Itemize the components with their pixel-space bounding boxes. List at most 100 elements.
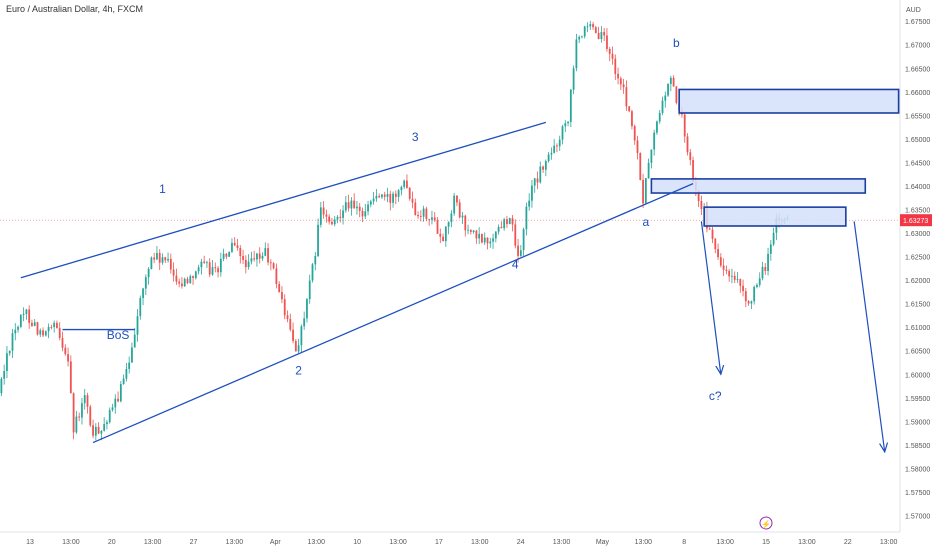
y-tick-label: 1.58000: [905, 466, 930, 473]
candle-body: [375, 195, 378, 199]
candle-body: [33, 322, 36, 326]
candle-body: [594, 27, 597, 33]
candle-body: [603, 32, 606, 36]
x-tick-label: 13:00: [389, 539, 407, 546]
wave-label: b: [673, 36, 680, 50]
candle-body: [344, 202, 347, 211]
candle-body: [117, 398, 119, 402]
candle-body: [467, 229, 469, 231]
candle-body: [600, 32, 603, 40]
candle-body: [36, 322, 39, 335]
candle-body: [258, 253, 261, 259]
candle-body: [58, 328, 61, 338]
candle-body: [169, 258, 172, 270]
candle-body: [128, 362, 131, 369]
candle-body: [311, 264, 314, 281]
candle-body: [319, 207, 322, 225]
candle-body: [342, 210, 344, 218]
candle-body: [286, 315, 289, 320]
candle-body: [103, 424, 106, 431]
candle-body: [133, 334, 136, 348]
candle-body: [78, 416, 81, 418]
candle-body: [747, 301, 750, 304]
x-tick-label: 13:00: [226, 539, 244, 546]
candle-body: [519, 250, 522, 256]
candle-body: [167, 258, 169, 261]
candle-body: [175, 275, 178, 282]
candle-body: [392, 193, 394, 203]
candle-body: [225, 253, 228, 257]
candle-body: [181, 283, 183, 287]
candle-body: [719, 257, 722, 266]
candle-body: [228, 251, 231, 257]
candle-body: [761, 266, 764, 279]
candle-body: [617, 73, 619, 79]
wave-label: c?: [709, 389, 722, 403]
candle-body: [422, 208, 425, 217]
candle-body: [633, 126, 636, 141]
projection-arrow: [853, 221, 885, 452]
x-tick-label: 17: [435, 539, 443, 546]
candle-body: [144, 277, 147, 289]
candle-body: [508, 218, 511, 225]
candle-body: [525, 206, 528, 230]
candle-body: [606, 35, 608, 49]
candle-body: [292, 329, 294, 341]
candle-body: [333, 219, 336, 225]
candle-body: [8, 350, 11, 354]
candle-body: [394, 193, 397, 197]
candle-body: [756, 284, 758, 287]
candle-body: [736, 279, 739, 280]
x-tick-label: 15: [762, 539, 770, 546]
candle-body: [139, 298, 142, 317]
candle-body: [161, 257, 164, 263]
x-tick-label: 27: [190, 539, 198, 546]
candle-body: [750, 301, 753, 304]
candle-body: [364, 211, 367, 217]
x-tick-label: 13:00: [716, 539, 734, 546]
candle-body: [469, 229, 472, 232]
candle-body: [97, 426, 100, 434]
candle-body: [336, 216, 339, 220]
candle-body: [619, 78, 622, 85]
candle-body: [642, 179, 644, 204]
candle-body: [367, 204, 369, 212]
candle-body: [578, 36, 581, 40]
candle-body: [506, 219, 508, 225]
candle-body: [194, 271, 197, 279]
candle-body: [656, 121, 658, 133]
candle-body: [281, 292, 283, 300]
y-tick-label: 1.64000: [905, 184, 930, 191]
candle-body: [461, 215, 464, 218]
candle-body: [203, 261, 206, 263]
candle-body: [475, 230, 478, 239]
candle-body: [772, 232, 775, 245]
candle-body: [275, 268, 278, 285]
candle-body: [31, 322, 33, 326]
candle-body: [503, 219, 506, 229]
candle-body: [25, 309, 28, 314]
candle-body: [111, 407, 114, 411]
wave-label: 4: [512, 257, 519, 271]
candle-body: [325, 214, 328, 217]
candle-body: [150, 257, 153, 269]
candle-body: [369, 201, 372, 205]
candle-body: [22, 313, 25, 315]
x-tick-label: 13:00: [144, 539, 162, 546]
candle-body: [664, 95, 667, 101]
candle-body: [347, 202, 350, 209]
y-tick-label: 1.66000: [905, 90, 930, 97]
candle-body: [561, 126, 564, 140]
candle-body: [56, 322, 58, 329]
candle-body: [206, 262, 208, 264]
candle-body: [67, 354, 69, 362]
candle-body: [497, 226, 500, 232]
candle-body: [386, 193, 389, 197]
candle-body: [294, 340, 297, 352]
y-tick-label: 1.62500: [905, 255, 930, 262]
candle-body: [597, 32, 600, 40]
candle-body: [125, 368, 128, 379]
candle-body: [483, 237, 486, 243]
candle-body: [744, 291, 747, 302]
